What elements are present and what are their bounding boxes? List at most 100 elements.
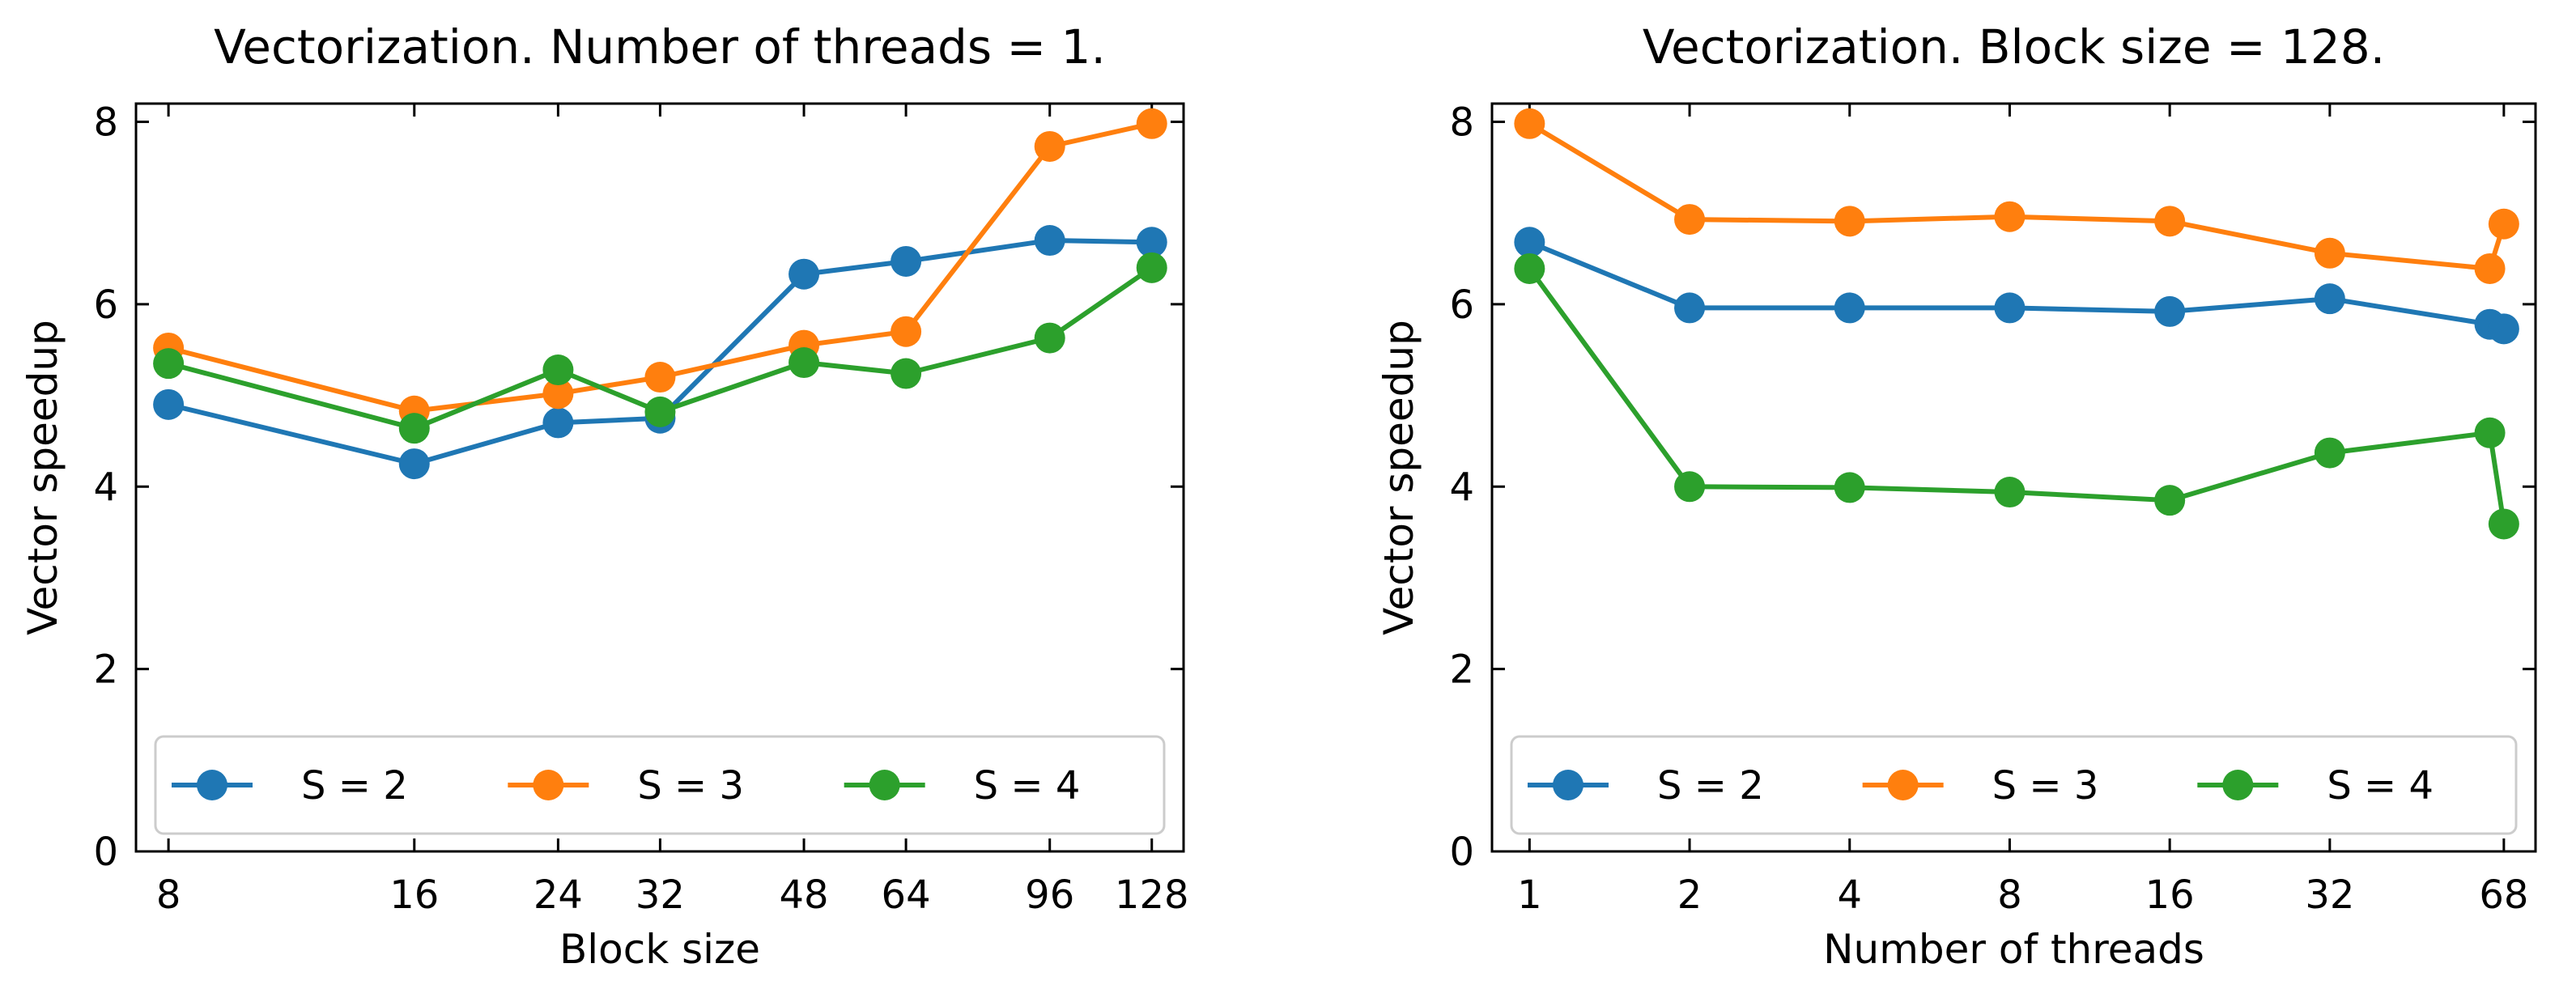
- data-point: [644, 396, 676, 427]
- x-tick-label: 8: [1997, 872, 2022, 918]
- data-point: [2488, 208, 2519, 240]
- data-point: [2314, 437, 2345, 469]
- data-point: [2154, 485, 2186, 516]
- legend-box: [1510, 735, 2518, 835]
- y-tick-label: 0: [1449, 830, 1474, 875]
- legend-marker: [1887, 770, 1919, 800]
- chart-title: Vectorization. Number of threads = 1.: [214, 19, 1106, 74]
- series-line-1: [1527, 240, 2506, 332]
- x-tick-label: 16: [2145, 872, 2195, 918]
- y-tick-label: 8: [1449, 100, 1474, 146]
- data-point: [1674, 471, 1706, 503]
- data-point: [644, 362, 676, 393]
- legend-label: S = 3: [1992, 763, 2099, 809]
- data-point: [1034, 225, 1065, 257]
- legend: S = 2 S = 3 S = 4: [154, 735, 1166, 835]
- legend-marker: [1553, 770, 1583, 800]
- series-line-3: [1527, 266, 2506, 527]
- x-tick-label: 48: [780, 872, 829, 918]
- series-line-2: [166, 121, 1154, 414]
- data-point: [1514, 108, 1545, 139]
- x-tick-label: 68: [2479, 872, 2528, 918]
- y-tick-label: 2: [93, 647, 118, 693]
- plot-frame: [134, 102, 1185, 853]
- legend-box: [154, 735, 1166, 835]
- data-point: [1834, 206, 1865, 237]
- legend-label: S = 3: [637, 763, 744, 809]
- data-point: [891, 245, 922, 277]
- data-point: [1136, 108, 1167, 139]
- legend-marker: [869, 770, 900, 800]
- data-point: [542, 378, 574, 410]
- data-point: [1834, 292, 1865, 324]
- x-tick-label: 2: [1677, 872, 1702, 918]
- chart-title: Vectorization. Block size = 128.: [1643, 19, 2385, 74]
- data-point: [1994, 477, 2026, 508]
- data-point: [891, 316, 922, 347]
- data-point: [2314, 237, 2345, 269]
- plot-frame: [1490, 102, 2537, 853]
- chart-block-size: Vectorization. Number of threads = 1.024…: [19, 19, 1189, 973]
- data-point: [542, 354, 574, 386]
- data-point: [1514, 227, 1545, 258]
- y-axis-label: Vector speedup: [19, 320, 66, 635]
- series-line-2: [1527, 121, 2506, 271]
- data-point: [542, 407, 574, 439]
- data-point: [1674, 204, 1706, 236]
- y-axis-label: Vector speedup: [1375, 320, 1422, 635]
- data-point: [789, 347, 820, 379]
- data-point: [1034, 322, 1065, 354]
- legend-marker: [197, 770, 227, 800]
- legend-label: S = 2: [1657, 763, 1764, 809]
- x-tick-label: 32: [2305, 872, 2354, 918]
- data-point: [1136, 252, 1167, 283]
- data-point: [1994, 201, 2026, 232]
- x-axis-label: Number of threads: [1823, 926, 2204, 973]
- data-point: [1674, 292, 1706, 324]
- x-axis-label: Block size: [559, 926, 760, 973]
- legend-label: S = 4: [974, 763, 1081, 809]
- data-point: [2314, 283, 2345, 315]
- data-point: [1514, 253, 1545, 284]
- legend-label: S = 4: [2327, 763, 2434, 809]
- data-point: [789, 258, 820, 290]
- data-point: [2488, 313, 2519, 345]
- x-tick-label: 16: [389, 872, 439, 918]
- x-tick-label: 64: [882, 872, 931, 918]
- x-tick-label: 1: [1517, 872, 1542, 918]
- data-point: [891, 358, 922, 389]
- series-line-3: [166, 265, 1154, 431]
- data-point: [1834, 472, 1865, 503]
- data-point: [2154, 206, 2186, 237]
- data-point: [2474, 417, 2506, 448]
- data-point: [153, 388, 185, 420]
- y-tick-label: 4: [93, 465, 118, 510]
- data-point: [1136, 227, 1167, 258]
- y-tick-label: 2: [1449, 647, 1474, 693]
- data-point: [2154, 295, 2186, 327]
- legend: S = 2 S = 3 S = 4: [1510, 735, 2518, 835]
- data-point: [1994, 292, 2026, 324]
- data-point: [398, 413, 430, 444]
- legend-marker: [2222, 770, 2254, 800]
- y-tick-label: 4: [1449, 465, 1474, 510]
- y-tick-label: 8: [93, 100, 118, 146]
- data-point: [2488, 508, 2519, 540]
- y-tick-label: 6: [93, 282, 118, 328]
- x-tick-label: 128: [1115, 872, 1189, 918]
- data-point: [2474, 253, 2506, 284]
- series-line-1: [166, 238, 1154, 467]
- y-tick-label: 6: [1449, 282, 1474, 328]
- legend-marker: [533, 770, 564, 800]
- data-point: [153, 348, 185, 380]
- x-tick-label: 8: [156, 872, 181, 918]
- x-tick-label: 24: [533, 872, 583, 918]
- x-tick-label: 32: [635, 872, 685, 918]
- legend-label: S = 2: [301, 763, 408, 809]
- x-tick-label: 96: [1025, 872, 1074, 918]
- y-tick-label: 0: [93, 830, 118, 875]
- data-point: [1034, 130, 1065, 162]
- x-tick-label: 4: [1837, 872, 1862, 918]
